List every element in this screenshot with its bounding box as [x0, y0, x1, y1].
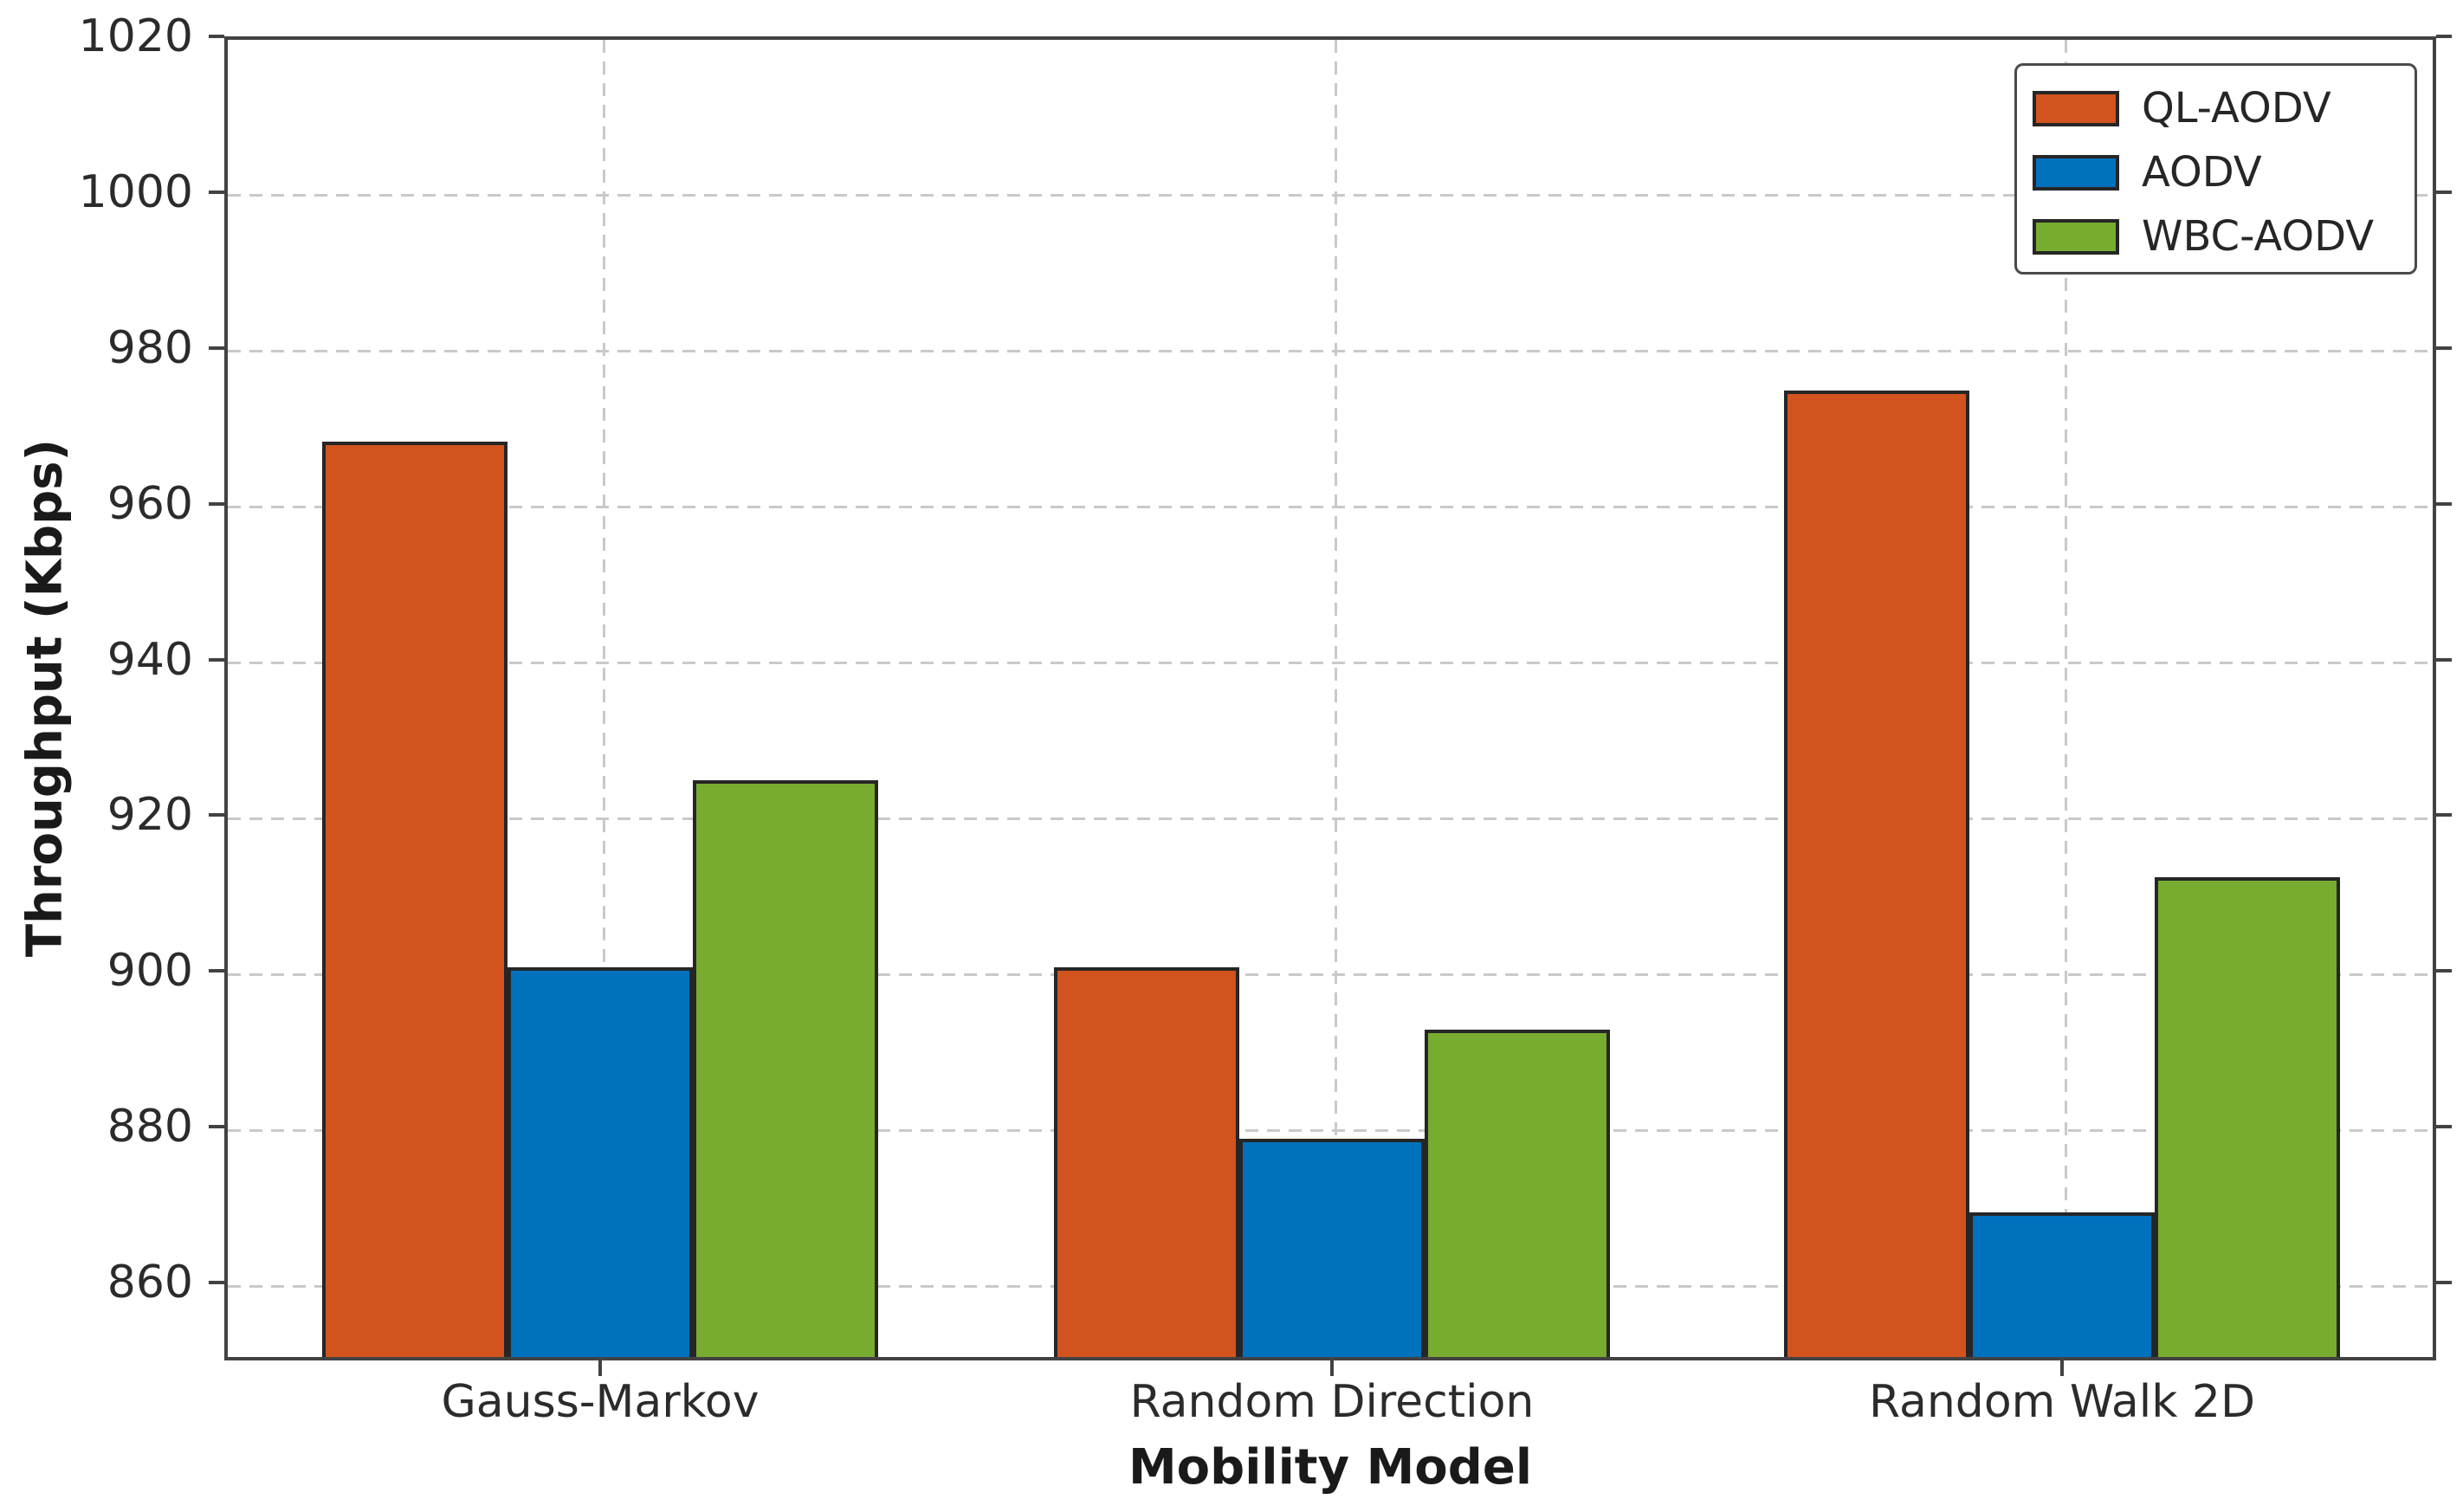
x-tick-label-gauss-markov: Gauss-Markov [441, 1376, 760, 1428]
y-tick-mark-right-960 [2436, 501, 2452, 506]
bar-aodv-gauss-markov [507, 966, 693, 1357]
y-tick-mark-left-880 [209, 1125, 224, 1129]
y-gridline-940 [228, 662, 2433, 665]
y-tick-mark-left-900 [209, 969, 224, 973]
y-tick-mark-left-980 [209, 346, 224, 350]
x-tick-label-random-walk-2d: Random Walk 2D [1869, 1376, 2255, 1428]
y-tick-mark-left-860 [209, 1281, 224, 1285]
x-tick-mark-random-direction [1330, 1360, 1334, 1376]
legend-row-aodv: AODV [2017, 140, 2415, 204]
y-tick-mark-left-940 [209, 657, 224, 662]
y-tick-mark-right-860 [2436, 1281, 2452, 1285]
x-gridline-random-direction [1334, 40, 1337, 1357]
legend-row-ql-aodv: QL-AODV [2017, 76, 2415, 140]
legend-label-ql-aodv: QL-AODV [2142, 84, 2331, 132]
legend-swatch-wbc-aodv [2033, 218, 2119, 255]
bar-aodv-random-direction [1239, 1138, 1425, 1357]
legend-swatch-aodv [2033, 154, 2119, 191]
y-gridline-1000 [228, 194, 2433, 197]
x-axis-title: Mobility Model [1128, 1439, 1533, 1496]
y-gridline-880 [228, 1128, 2433, 1132]
legend-box: QL-AODV AODV WBC-AODV [2014, 63, 2417, 275]
y-tick-label-960: 960 [107, 477, 193, 530]
y-tick-mark-left-1000 [209, 190, 224, 194]
y-tick-label-900: 900 [107, 945, 193, 998]
bar-aodv-random-walk-2d [1969, 1212, 2155, 1357]
bar-wbc-aodv-random-direction [1425, 1029, 1610, 1357]
y-tick-label-880: 880 [107, 1101, 193, 1153]
legend-row-wbc-aodv: WBC-AODV [2017, 204, 2415, 268]
x-gridline-random-walk-2d [2064, 40, 2067, 1357]
y-tick-label-980: 980 [107, 321, 193, 374]
y-tick-mark-right-920 [2436, 813, 2452, 817]
x-tick-label-random-direction: Random Direction [1129, 1376, 1535, 1428]
y-gridline-980 [228, 350, 2433, 353]
y-gridline-960 [228, 506, 2433, 509]
legend-label-wbc-aodv: WBC-AODV [2142, 212, 2375, 261]
y-tick-label-1020: 1020 [78, 10, 193, 62]
y-tick-label-1000: 1000 [78, 165, 193, 218]
y-tick-label-860: 860 [107, 1257, 193, 1309]
y-tick-mark-right-1020 [2436, 35, 2452, 38]
y-gridline-920 [228, 817, 2433, 820]
x-tick-mark-gauss-markov [598, 1360, 602, 1376]
bar-wbc-aodv-gauss-markov [693, 779, 878, 1357]
y-tick-mark-right-1000 [2436, 190, 2452, 194]
y-tick-mark-right-880 [2436, 1125, 2452, 1129]
y-gridline-900 [228, 972, 2433, 976]
legend-label-aodv: AODV [2142, 148, 2262, 197]
y-tick-mark-right-900 [2436, 969, 2452, 973]
y-tick-mark-right-980 [2436, 346, 2452, 350]
y-tick-mark-right-940 [2436, 657, 2452, 662]
y-tick-mark-left-1020 [209, 35, 224, 38]
legend-swatch-ql-aodv [2033, 90, 2119, 126]
x-tick-mark-random-walk-2d [2060, 1360, 2064, 1376]
bar-ql-aodv-random-direction [1054, 966, 1239, 1357]
bar-ql-aodv-random-walk-2d [1784, 391, 1969, 1357]
y-tick-mark-left-960 [209, 501, 224, 506]
y-tick-label-940: 940 [107, 633, 193, 686]
bar-ql-aodv-gauss-markov [322, 441, 507, 1357]
y-tick-mark-left-920 [209, 813, 224, 817]
y-tick-label-920: 920 [107, 789, 193, 842]
x-gridline-gauss-markov [602, 40, 605, 1357]
bar-wbc-aodv-random-walk-2d [2155, 877, 2340, 1357]
